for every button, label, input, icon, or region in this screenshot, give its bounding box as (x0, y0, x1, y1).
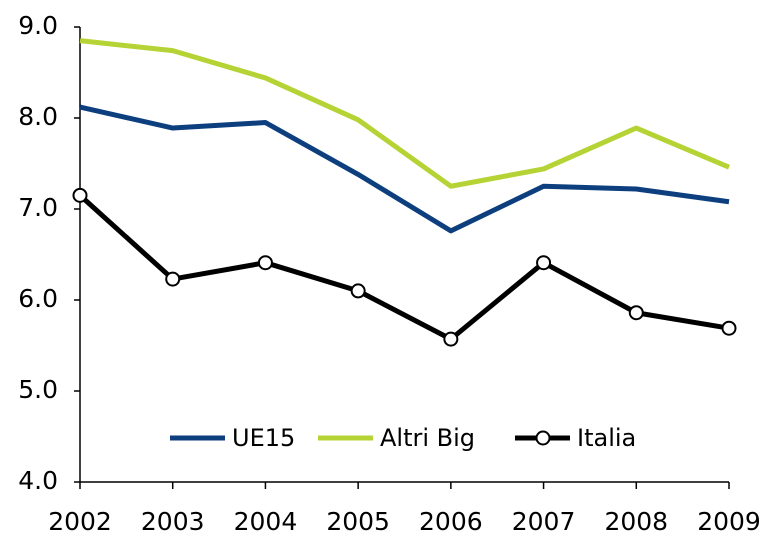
y-tick-label: 5.0 (18, 375, 58, 404)
series-line (78, 193, 730, 342)
x-tick-label: 2007 (512, 507, 576, 536)
legend-marker (535, 430, 551, 446)
point (536, 255, 552, 271)
series-line (79, 104, 730, 234)
legend-label: Altri Big (380, 424, 475, 452)
y-tick-label: 6.0 (18, 284, 58, 313)
point (165, 271, 181, 287)
x-tick-label: 2009 (697, 507, 761, 536)
point (350, 283, 366, 299)
x-tick-label: 2008 (604, 507, 668, 536)
point (628, 305, 644, 321)
y-tick-label: 4.0 (18, 466, 58, 495)
x-tick-label: 2003 (141, 507, 205, 536)
y-tick-label: 9.0 (18, 11, 58, 40)
legend-label: UE15 (232, 424, 295, 452)
point (257, 255, 273, 271)
point (721, 320, 737, 336)
legend-label: Italia (577, 424, 636, 452)
point (443, 331, 459, 347)
point (72, 187, 88, 203)
y-tick-label: 8.0 (18, 102, 58, 131)
series-line (79, 38, 730, 189)
y-tick-label: 7.0 (18, 193, 58, 222)
x-tick-label: 2002 (48, 507, 112, 536)
x-tick-label: 2004 (234, 507, 298, 536)
x-tick-label: 2005 (326, 507, 390, 536)
x-tick-label: 2006 (419, 507, 483, 536)
